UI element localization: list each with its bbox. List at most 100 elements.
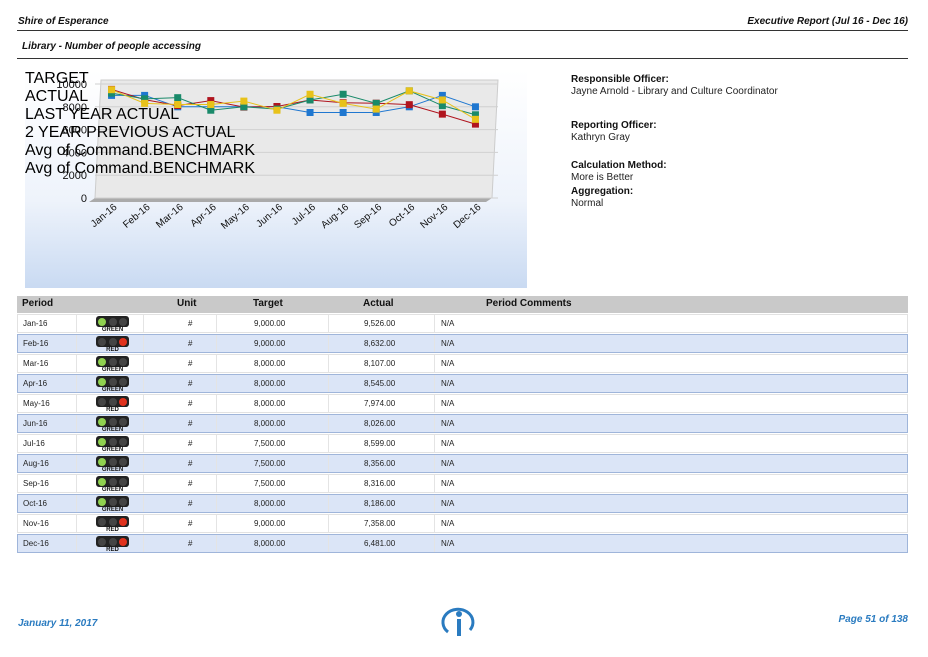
light bbox=[108, 537, 117, 546]
status-light bbox=[96, 516, 129, 527]
legend-entry: LAST YEAR ACTUAL bbox=[25, 106, 255, 124]
light bbox=[98, 317, 106, 326]
table-cell: 8,000.00 bbox=[254, 379, 286, 388]
series-marker bbox=[471, 111, 479, 119]
series-marker bbox=[207, 97, 215, 105]
organisation: Shire of Esperance bbox=[18, 16, 109, 27]
rule bbox=[17, 30, 908, 31]
light bbox=[119, 477, 127, 486]
x-tick-label: Aug-16 bbox=[319, 202, 351, 231]
table-cell: Jan-16 bbox=[23, 319, 48, 328]
y-tick-label: 2000 bbox=[63, 170, 87, 182]
status-label: GREEN bbox=[101, 367, 124, 373]
light bbox=[108, 357, 117, 366]
series-marker bbox=[438, 91, 446, 99]
status-light bbox=[96, 316, 129, 327]
legend: TARGET ACTUAL LAST YEAR ACTUAL 2 YEAR PREVI… bbox=[25, 70, 255, 178]
light bbox=[98, 337, 106, 346]
series-marker bbox=[141, 95, 149, 103]
column-separator bbox=[143, 315, 144, 332]
table-cell: 8,186.00 bbox=[364, 499, 396, 508]
table-cell: Dec-16 bbox=[23, 539, 49, 548]
table-header: Period Unit Target Actual Period Comments bbox=[17, 296, 908, 313]
status-label: RED bbox=[106, 527, 119, 533]
light bbox=[119, 377, 127, 386]
column-separator bbox=[76, 375, 77, 392]
light bbox=[98, 517, 106, 526]
light bbox=[98, 397, 106, 406]
table-row: Aug-16 GREEN #7,500.00 8,356.00 N/A bbox=[17, 454, 908, 473]
column-separator bbox=[143, 375, 144, 392]
column-separator bbox=[434, 335, 435, 352]
series-line bbox=[111, 89, 476, 120]
column-separator bbox=[76, 535, 77, 552]
x-tick-label: May-16 bbox=[219, 202, 252, 232]
status-light bbox=[96, 356, 129, 367]
light bbox=[108, 457, 117, 466]
section-title: Library - Number of people accessing bbox=[22, 41, 201, 52]
series-marker bbox=[108, 86, 116, 94]
series-marker bbox=[372, 99, 380, 107]
table-cell: N/A bbox=[441, 479, 455, 488]
info-value: Kathryn Gray bbox=[571, 132, 630, 143]
column-separator bbox=[76, 495, 77, 512]
table-cell: 6,481.00 bbox=[364, 539, 396, 548]
table-cell: Sep-16 bbox=[23, 479, 49, 488]
status-label: RED bbox=[106, 407, 119, 413]
column-separator bbox=[328, 515, 329, 532]
table-cell: 8,599.00 bbox=[364, 439, 396, 448]
light bbox=[98, 437, 106, 446]
column-header: Period bbox=[22, 298, 54, 309]
table-cell: Feb-16 bbox=[23, 339, 49, 348]
column-separator bbox=[143, 455, 144, 472]
status-label: GREEN bbox=[101, 327, 124, 333]
table-cell: # bbox=[188, 499, 193, 508]
column-separator bbox=[76, 435, 77, 452]
table-cell: # bbox=[188, 519, 193, 528]
table-cell: N/A bbox=[441, 459, 455, 468]
legend-entry: Avg of Command.BENCHMARK bbox=[25, 160, 255, 178]
table-cell: Mar-16 bbox=[23, 359, 49, 368]
table-row: Apr-16 GREEN #8,000.00 8,545.00 N/A bbox=[17, 374, 908, 393]
table-cell: # bbox=[188, 539, 193, 548]
series-marker bbox=[306, 109, 314, 116]
column-separator bbox=[328, 315, 329, 332]
table-cell: 8,316.00 bbox=[364, 479, 396, 488]
table-cell: # bbox=[188, 399, 193, 408]
series-marker bbox=[405, 87, 413, 95]
table-cell: 8,000.00 bbox=[254, 359, 286, 368]
column-separator bbox=[76, 415, 77, 432]
table-cell: N/A bbox=[441, 319, 455, 328]
info-item: Calculation Method: More is Better bbox=[571, 160, 667, 183]
light bbox=[108, 477, 117, 486]
table-cell: 8,356.00 bbox=[364, 459, 396, 468]
table-row: Nov-16 RED #9,000.00 7,358.00 N/A bbox=[17, 514, 908, 533]
legend-label: TARGET bbox=[25, 70, 89, 87]
column-separator bbox=[216, 355, 217, 372]
status-light bbox=[96, 496, 129, 507]
status-label: GREEN bbox=[101, 387, 124, 393]
table-cell: N/A bbox=[441, 399, 455, 408]
column-separator bbox=[328, 395, 329, 412]
x-tick-label: Feb-16 bbox=[121, 202, 153, 231]
column-separator bbox=[216, 535, 217, 552]
table-cell: N/A bbox=[441, 379, 455, 388]
column-separator bbox=[76, 395, 77, 412]
table-row: May-16 RED #8,000.00 7,974.00 N/A bbox=[17, 394, 908, 413]
status-light bbox=[96, 456, 129, 467]
x-tick-label: Jul-16 bbox=[290, 202, 318, 228]
column-separator bbox=[143, 395, 144, 412]
info-value: Normal bbox=[571, 198, 604, 209]
chart: 0 2000 4000 6000 8000 10000 Jan-16 Feb-16 Mar-16… bbox=[56, 79, 499, 232]
series-marker bbox=[273, 106, 281, 114]
table-cell: 7,358.00 bbox=[364, 519, 396, 528]
column-separator bbox=[434, 355, 435, 372]
series-marker bbox=[339, 109, 347, 116]
light bbox=[119, 497, 127, 506]
light bbox=[98, 537, 106, 546]
series-line bbox=[111, 90, 476, 116]
x-tick-label: Nov-16 bbox=[419, 202, 451, 231]
y-tick-label: 6000 bbox=[63, 125, 87, 137]
status-label: GREEN bbox=[101, 487, 124, 493]
